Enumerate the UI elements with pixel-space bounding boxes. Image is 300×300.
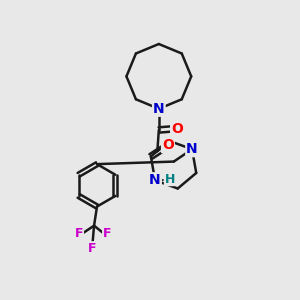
Text: F: F [74,227,83,240]
Text: O: O [162,138,174,152]
Text: N: N [186,142,198,156]
Text: F: F [103,227,112,240]
Text: O: O [171,122,183,136]
Text: N: N [153,102,165,116]
Text: N: N [149,173,161,187]
Text: F: F [88,242,97,255]
Text: H: H [164,172,175,186]
